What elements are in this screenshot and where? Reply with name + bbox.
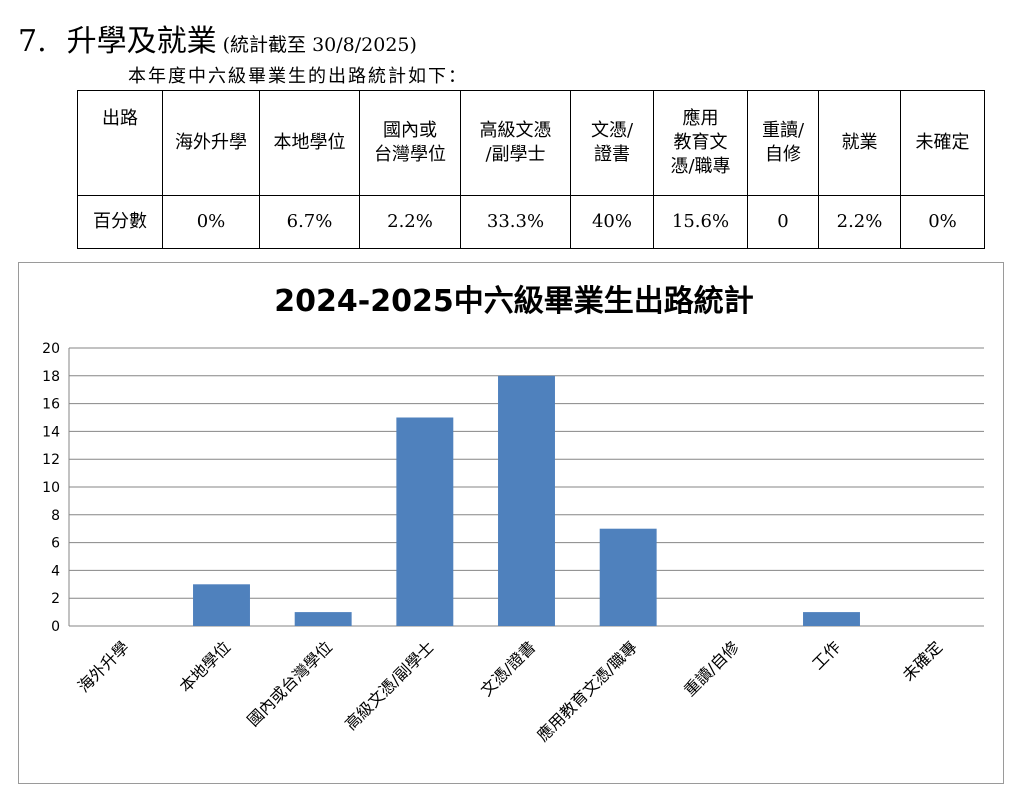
table-value-cell: 40% [570,195,654,249]
table-header-line: 未確定 [915,132,970,153]
y-tick-label: 10 [42,480,60,496]
table-header-line: 海外升學 [175,132,247,153]
intro-text: 本年度中六級畢業生的出路統計如下： [128,66,468,87]
bar [498,375,555,626]
y-tick-label: 16 [42,397,60,413]
x-tick-label: 文憑/證書 [477,637,540,700]
table-header-cell: 海外升學 [162,90,260,196]
table-header-line: 本地學位 [273,132,346,153]
table-value-cell: 2.2% [359,195,461,249]
table-value-cell: 0% [900,195,985,249]
table-value-cell: 15.6% [653,195,748,249]
table-header-line: 憑/職專 [670,156,731,177]
x-tick-label: 應用教育文憑/職專 [533,637,641,745]
table-header-cell: 文憑/證書 [570,90,654,196]
y-tick-label: 12 [42,452,60,468]
destination-table: 出路 海外升學 本地學位 國內或 台灣學位 高級文憑/副學士 文憑/證書 應用 教育文 憑/職專… [77,90,985,249]
bar [294,612,352,626]
y-tick-label: 14 [42,424,60,440]
table-value-cell: 2.2% [818,195,901,249]
table-row-label: 百分數 [77,195,163,249]
x-tick-label: 重讀/自修 [680,637,743,700]
bar-chart: 2024-2025中六級畢業生出路統計 0 2 4 6 8 10 12 14 16 18 20 海外升… [42,284,984,745]
bar [803,612,860,626]
table-value-cell: 6.7% [259,195,360,249]
table-header-cell: 應用教育文憑/職專 [653,90,748,196]
x-tick-label: 未確定 [899,637,946,684]
y-tick-label: 20 [42,341,60,357]
table-header-line: /副學士 [485,144,546,165]
table-header-line: 文憑/ [590,120,634,141]
section-number: 7. [18,24,47,59]
bar [396,417,454,626]
table-header-cell: 高級文憑/副學士 [460,90,571,196]
table-header-cell: 國內或 台灣學位 [359,90,461,196]
y-tick-label: 4 [51,563,60,579]
chart-frame: 2024-2025中六級畢業生出路統計 0 2 4 6 8 10 12 14 16 18 20 海外升… [18,262,1004,784]
table-header-cell: 就業 [818,90,901,196]
table-header-line: 重讀/ [761,120,805,141]
chart-title: 2024-2025中六級畢業生出路統計 [274,284,753,319]
table-header-line: 應用 [682,108,719,129]
table-header-line: 證書 [594,144,630,165]
y-tick-label: 6 [51,536,60,552]
chart-bars [193,375,860,626]
table-header-line: 高級文憑 [479,120,552,141]
table-header-line: 國內或 [383,120,437,141]
x-tick-label: 國內或台灣學位 [243,637,336,730]
bar [193,584,250,626]
table-value-cell: 0% [162,195,260,249]
x-tick-label: 本地學位 [176,637,235,696]
table-value-cell: 33.3% [460,195,571,249]
table-header-line: 台灣學位 [374,144,446,165]
y-tick-label: 2 [51,591,60,607]
table-header-line: 就業 [841,132,878,153]
table-header-row: 出路 海外升學 本地學位 國內或 台灣學位 高級文憑/副學士 文憑/證書 應用 教育文 憑/職專… [77,90,985,196]
table-header-line: 自修 [765,144,801,165]
section-heading: 7. 升學及就業 (統計截至 30/8/2025) [18,16,417,60]
table-header-cell: 本地學位 [259,90,360,196]
table-value-row: 百分數 0% 6.7% 2.2% 33.3% 40% 15.6% 0 2.2% 0% [77,195,985,249]
y-tick-label: 18 [42,369,60,385]
x-tick-label: 海外升學 [74,637,133,696]
section-title: 升學及就業 [66,24,217,59]
table-header-label: 出路 [77,90,163,196]
bar [599,528,657,626]
table-value-cell: 0 [747,195,819,249]
table-header-cell: 未確定 [900,90,985,196]
table-header-line: 教育文 [673,132,728,153]
section-note: (統計截至 30/8/2025) [222,34,417,56]
x-tick-label: 工作 [808,637,844,673]
table-header-cell: 重讀/自修 [747,90,819,196]
y-tick-label: 0 [51,619,60,635]
x-tick-label: 高級文憑/副學士 [341,637,437,733]
y-tick-label: 8 [51,508,60,524]
